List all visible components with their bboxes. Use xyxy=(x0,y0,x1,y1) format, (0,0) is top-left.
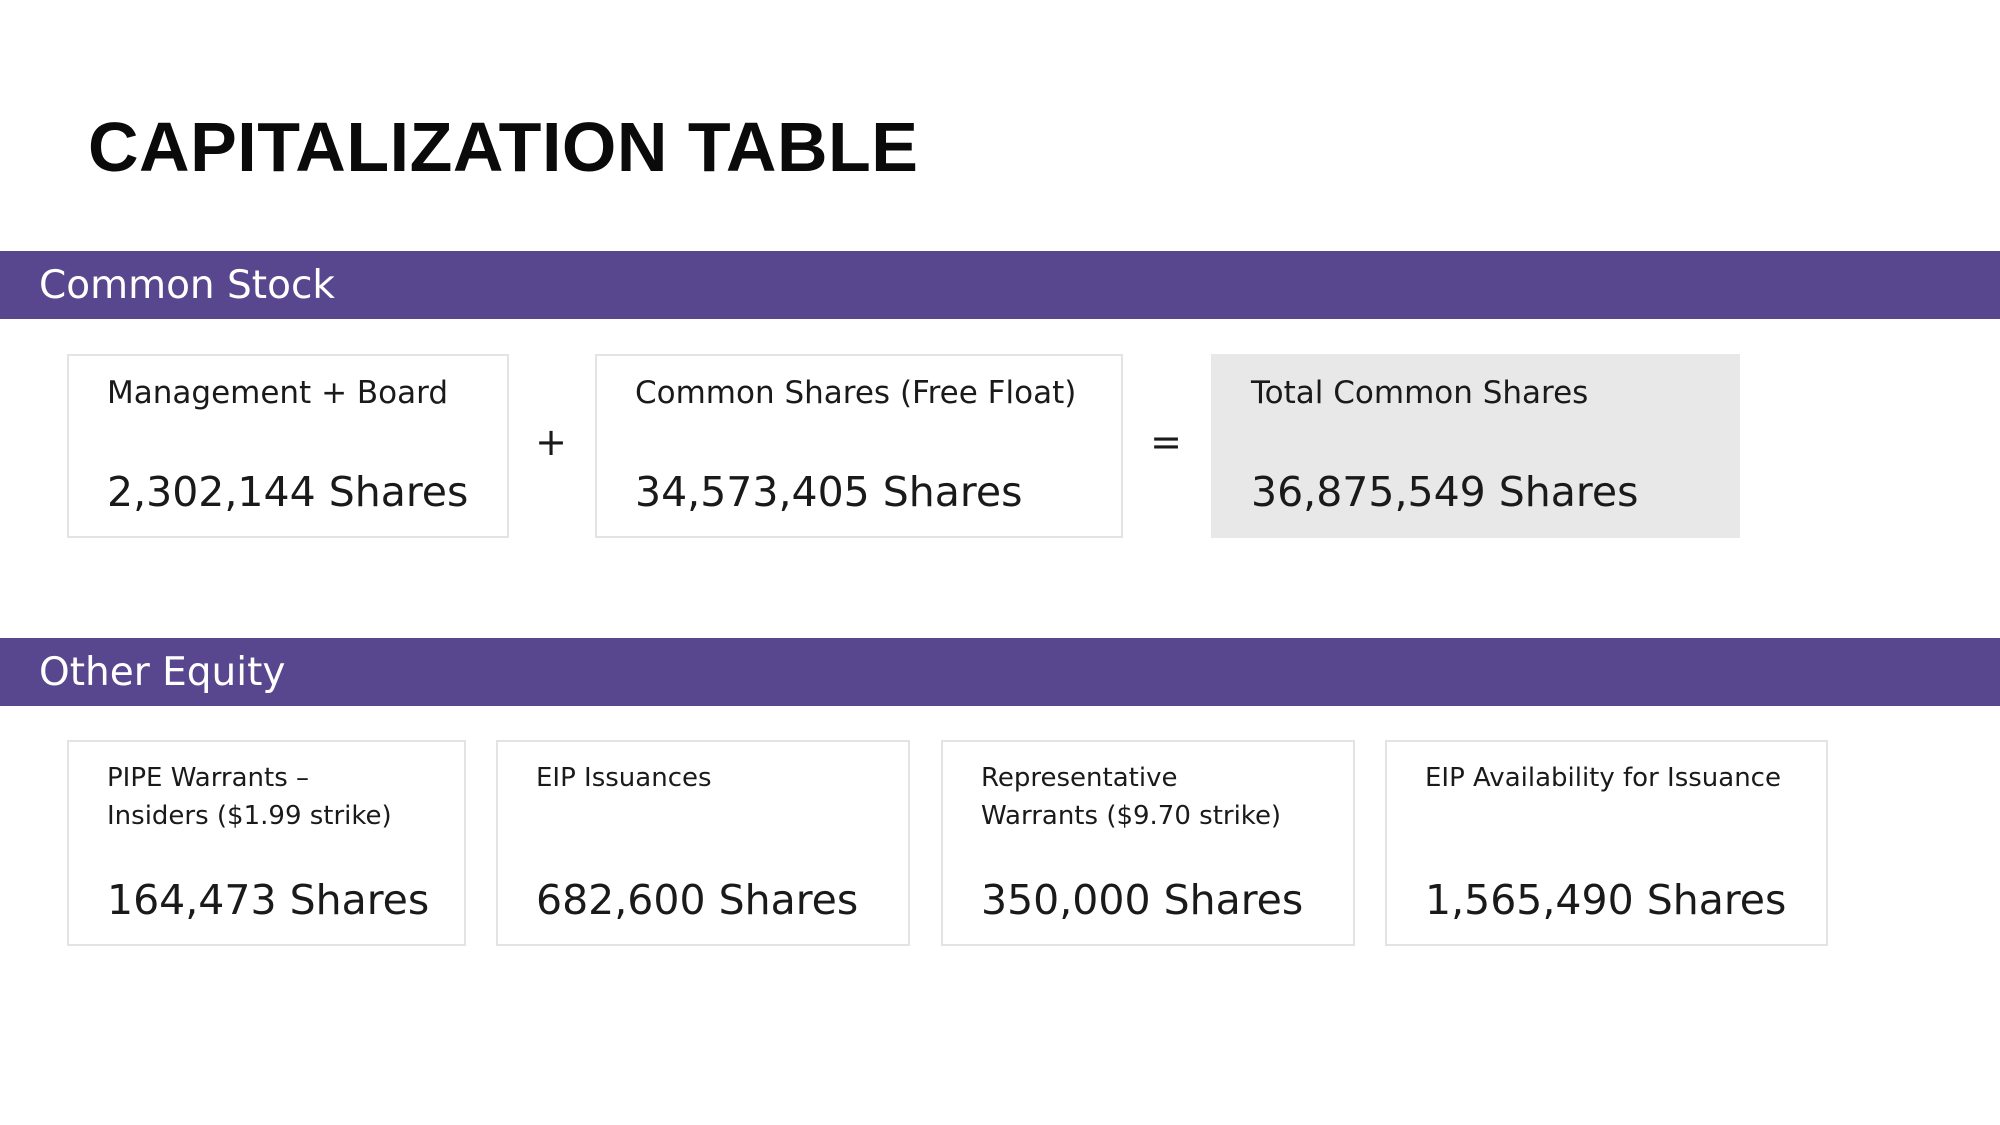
card-value: 682,600 Shares xyxy=(536,876,859,924)
other-equity-heading: Other Equity xyxy=(39,649,286,695)
card-value: 350,000 Shares xyxy=(981,876,1304,924)
eip-issuances-card: EIP Issuances 682,600 Shares xyxy=(496,740,910,946)
other-equity-header: Other Equity xyxy=(0,638,2000,706)
card-label: EIP Issuances xyxy=(536,763,712,793)
card-label: Management + Board xyxy=(107,375,448,411)
card-label: EIP Availability for Issuance xyxy=(1425,763,1781,793)
free-float-card: Common Shares (Free Float) 34,573,405 Sh… xyxy=(595,354,1123,538)
management-board-card: Management + Board 2,302,144 Shares xyxy=(67,354,509,538)
page-title: CAPITALIZATION TABLE xyxy=(88,108,919,186)
pipe-warrants-card: PIPE Warrants – Insiders ($1.99 strike) … xyxy=(67,740,466,946)
card-label: Total Common Shares xyxy=(1251,375,1589,411)
card-label: PIPE Warrants – Insiders ($1.99 strike) xyxy=(107,763,392,831)
card-value: 2,302,144 Shares xyxy=(107,468,469,516)
eip-availability-card: EIP Availability for Issuance 1,565,490 … xyxy=(1385,740,1828,946)
common-stock-header: Common Stock xyxy=(0,251,2000,319)
total-common-card: Total Common Shares 36,875,549 Shares xyxy=(1211,354,1740,538)
card-value: 1,565,490 Shares xyxy=(1425,876,1787,924)
card-label: Common Shares (Free Float) xyxy=(635,375,1077,411)
card-label: Representative Warrants ($9.70 strike) xyxy=(981,763,1282,831)
common-stock-heading: Common Stock xyxy=(39,262,335,308)
equals-operator: = xyxy=(1150,420,1182,464)
plus-operator: + xyxy=(535,420,567,464)
card-value: 36,875,549 Shares xyxy=(1251,468,1639,516)
card-value: 34,573,405 Shares xyxy=(635,468,1023,516)
card-value: 164,473 Shares xyxy=(107,876,430,924)
representative-warrants-card: Representative Warrants ($9.70 strike) 3… xyxy=(941,740,1355,946)
